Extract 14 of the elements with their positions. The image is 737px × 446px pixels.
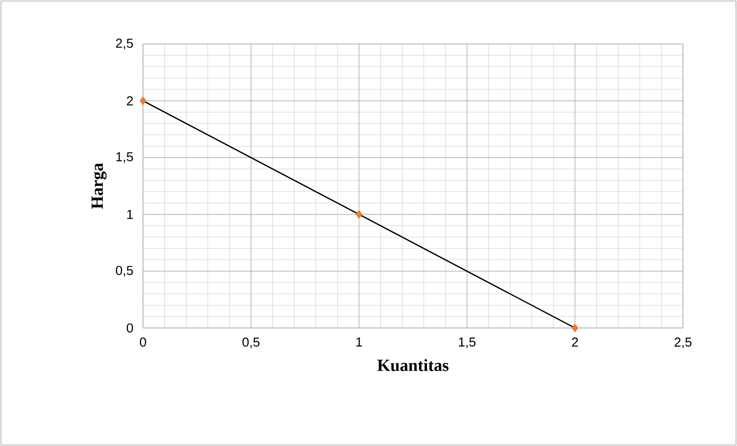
x-tick-label: 2 bbox=[572, 338, 578, 347]
y-tick-label: 2 bbox=[126, 96, 133, 106]
x-tick-label: 0,5 bbox=[242, 338, 260, 348]
x-tick-label: 1,5 bbox=[458, 338, 476, 348]
y-axis-title: Harga bbox=[92, 163, 107, 209]
y-tick-label: 0,5 bbox=[116, 266, 133, 277]
x-axis-title: Kuantitas bbox=[377, 359, 448, 372]
x-tick-label: 1 bbox=[356, 338, 362, 346]
y-tick-label: 2,5 bbox=[116, 38, 133, 50]
y-tick-label: 1,5 bbox=[116, 152, 133, 163]
x-tick-label: 0 bbox=[140, 338, 146, 347]
x-tick-label: 2,5 bbox=[674, 338, 692, 348]
y-tick-label: 0 bbox=[126, 323, 133, 333]
y-tick-label: 1 bbox=[127, 210, 133, 219]
